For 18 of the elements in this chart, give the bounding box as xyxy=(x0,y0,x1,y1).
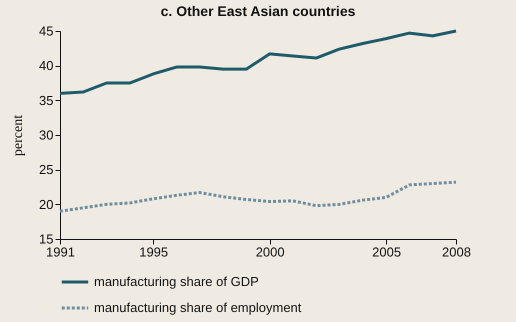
line-series xyxy=(58,30,458,95)
y-tick-label: 35 xyxy=(39,92,54,108)
chart-title: c. Other East Asian countries xyxy=(160,3,356,19)
y-axis-title: percent xyxy=(11,114,26,156)
x-tick-label: 2005 xyxy=(372,244,402,260)
y-tick-label: 40 xyxy=(39,58,54,74)
y-tick-label: 15 xyxy=(39,232,54,246)
y-tick-label: 20 xyxy=(39,196,54,212)
y-tick-label: 45 xyxy=(39,24,54,38)
x-tick-label: 1991 xyxy=(46,244,75,260)
legend-label: manufacturing share of GDP xyxy=(94,274,259,289)
x-tick-label: 2008 xyxy=(442,244,471,260)
y-tick-label: 25 xyxy=(39,162,54,178)
x-tick-label: 1995 xyxy=(139,244,168,260)
x-tick-label: 2000 xyxy=(256,244,285,260)
line-series xyxy=(58,180,458,213)
legend-label: manufacturing share of employment xyxy=(94,300,302,315)
y-tick-label: 30 xyxy=(39,128,54,142)
